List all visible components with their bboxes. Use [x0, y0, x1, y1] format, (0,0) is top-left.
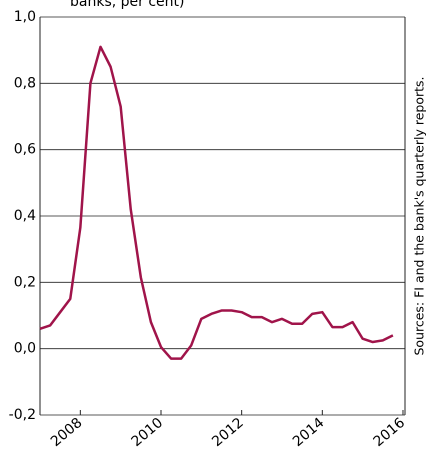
source-note: Sources: FI and the bank's quarterly rep… [412, 76, 426, 355]
y-tick-label: 0,4 [14, 208, 36, 224]
y-tick-label: 0,2 [14, 274, 36, 290]
x-tick-label: 2016 [371, 415, 409, 450]
x-tick-label: 2008 [48, 415, 86, 450]
x-tick-label: 2014 [290, 415, 328, 450]
y-tick-label: 0,6 [14, 142, 36, 158]
chart-title: banks, per cent) [70, 0, 184, 10]
y-tick-label: -0,2 [9, 407, 36, 423]
x-tick-label: 2010 [129, 415, 167, 450]
data-line [39, 45, 394, 360]
y-tick-label: 0,8 [14, 75, 36, 91]
x-tick-label: 2012 [209, 415, 247, 450]
y-tick-label: 1,0 [14, 9, 36, 25]
y-tick-label: 0,0 [14, 341, 36, 357]
